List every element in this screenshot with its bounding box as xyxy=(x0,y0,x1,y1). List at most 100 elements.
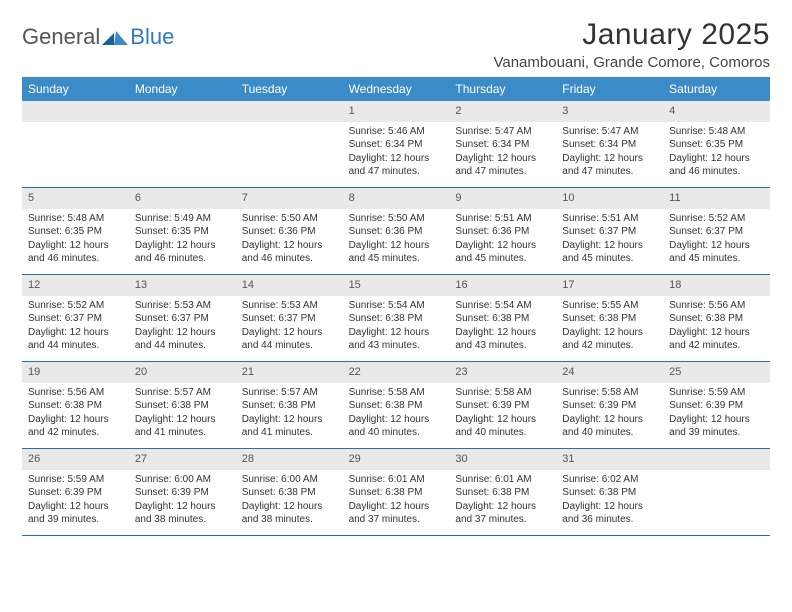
day-info-line: and 45 minutes. xyxy=(349,252,444,266)
day-info-line: and 43 minutes. xyxy=(349,339,444,353)
day-info-line: Sunset: 6:37 PM xyxy=(135,312,230,326)
day-info-line: Sunset: 6:37 PM xyxy=(669,225,764,239)
day-info-line: Sunrise: 6:00 AM xyxy=(135,473,230,487)
day-body: Sunrise: 5:55 AMSunset: 6:38 PMDaylight:… xyxy=(556,296,663,359)
day-info-line: and 44 minutes. xyxy=(135,339,230,353)
day-cell: 7Sunrise: 5:50 AMSunset: 6:36 PMDaylight… xyxy=(236,188,343,274)
day-info-line: Sunrise: 5:48 AM xyxy=(669,125,764,139)
day-info-line: Sunrise: 5:54 AM xyxy=(455,299,550,313)
day-body: Sunrise: 5:56 AMSunset: 6:38 PMDaylight:… xyxy=(22,383,129,446)
day-cell: 11Sunrise: 5:52 AMSunset: 6:37 PMDayligh… xyxy=(663,188,770,274)
day-info-line: Sunrise: 6:01 AM xyxy=(455,473,550,487)
day-info-line: Daylight: 12 hours xyxy=(242,239,337,253)
day-cell: 2Sunrise: 5:47 AMSunset: 6:34 PMDaylight… xyxy=(449,101,556,187)
day-info-line: and 46 minutes. xyxy=(669,165,764,179)
day-number: 7 xyxy=(236,188,343,209)
day-cell: 9Sunrise: 5:51 AMSunset: 6:36 PMDaylight… xyxy=(449,188,556,274)
day-info-line: Sunset: 6:38 PM xyxy=(242,399,337,413)
day-cell: 13Sunrise: 5:53 AMSunset: 6:37 PMDayligh… xyxy=(129,275,236,361)
day-info-line: Daylight: 12 hours xyxy=(455,413,550,427)
day-header-cell: Thursday xyxy=(449,77,556,101)
day-number: 21 xyxy=(236,362,343,383)
day-info-line: Daylight: 12 hours xyxy=(135,413,230,427)
day-number: 20 xyxy=(129,362,236,383)
day-number: 8 xyxy=(343,188,450,209)
day-info-line: Sunrise: 5:58 AM xyxy=(455,386,550,400)
day-number: 5 xyxy=(22,188,129,209)
day-info-line: Sunrise: 5:58 AM xyxy=(562,386,657,400)
day-number xyxy=(663,449,770,470)
day-info-line: Sunrise: 6:01 AM xyxy=(349,473,444,487)
day-body: Sunrise: 5:57 AMSunset: 6:38 PMDaylight:… xyxy=(129,383,236,446)
day-body: Sunrise: 5:56 AMSunset: 6:38 PMDaylight:… xyxy=(663,296,770,359)
day-cell: 19Sunrise: 5:56 AMSunset: 6:38 PMDayligh… xyxy=(22,362,129,448)
day-info-line: and 41 minutes. xyxy=(242,426,337,440)
day-info-line: Sunrise: 6:00 AM xyxy=(242,473,337,487)
day-number: 6 xyxy=(129,188,236,209)
day-info-line: Daylight: 12 hours xyxy=(242,413,337,427)
day-info-line: and 44 minutes. xyxy=(242,339,337,353)
day-info-line: Sunset: 6:39 PM xyxy=(135,486,230,500)
day-info-line: Daylight: 12 hours xyxy=(562,413,657,427)
day-header-cell: Wednesday xyxy=(343,77,450,101)
day-info-line: Daylight: 12 hours xyxy=(349,239,444,253)
day-info-line: Sunrise: 5:56 AM xyxy=(28,386,123,400)
day-body: Sunrise: 5:51 AMSunset: 6:36 PMDaylight:… xyxy=(449,209,556,272)
day-info-line: Sunrise: 5:51 AM xyxy=(562,212,657,226)
day-info-line: Sunset: 6:38 PM xyxy=(242,486,337,500)
day-info-line: Sunset: 6:38 PM xyxy=(562,312,657,326)
day-body: Sunrise: 5:52 AMSunset: 6:37 PMDaylight:… xyxy=(663,209,770,272)
day-info-line: and 45 minutes. xyxy=(562,252,657,266)
day-info-line: Sunset: 6:34 PM xyxy=(349,138,444,152)
day-info-line: and 38 minutes. xyxy=(135,513,230,527)
day-info-line: Sunset: 6:38 PM xyxy=(455,486,550,500)
day-body: Sunrise: 5:50 AMSunset: 6:36 PMDaylight:… xyxy=(343,209,450,272)
day-body xyxy=(129,122,236,178)
day-info-line: Sunrise: 5:59 AM xyxy=(669,386,764,400)
day-info-line: Sunset: 6:34 PM xyxy=(562,138,657,152)
day-info-line: and 37 minutes. xyxy=(349,513,444,527)
day-body: Sunrise: 5:57 AMSunset: 6:38 PMDaylight:… xyxy=(236,383,343,446)
day-cell: 23Sunrise: 5:58 AMSunset: 6:39 PMDayligh… xyxy=(449,362,556,448)
day-body: Sunrise: 5:50 AMSunset: 6:36 PMDaylight:… xyxy=(236,209,343,272)
day-info-line: and 37 minutes. xyxy=(455,513,550,527)
day-info-line: and 42 minutes. xyxy=(562,339,657,353)
day-number: 14 xyxy=(236,275,343,296)
day-body: Sunrise: 5:46 AMSunset: 6:34 PMDaylight:… xyxy=(343,122,450,185)
day-info-line: Sunrise: 5:46 AM xyxy=(349,125,444,139)
logo-text-blue: Blue xyxy=(130,24,174,50)
day-body: Sunrise: 5:58 AMSunset: 6:38 PMDaylight:… xyxy=(343,383,450,446)
day-body: Sunrise: 5:59 AMSunset: 6:39 PMDaylight:… xyxy=(22,470,129,533)
day-number: 30 xyxy=(449,449,556,470)
week-row: 5 Sunrise: 5:48 AMSunset: 6:35 PM Daylight… xyxy=(22,188,770,275)
day-body xyxy=(22,122,129,178)
day-cell: 22Sunrise: 5:58 AMSunset: 6:38 PMDayligh… xyxy=(343,362,450,448)
day-number: 27 xyxy=(129,449,236,470)
day-info-line: Daylight: 12 hours xyxy=(135,500,230,514)
day-info-line: and 47 minutes. xyxy=(349,165,444,179)
day-info-line: Sunset: 6:38 PM xyxy=(349,486,444,500)
day-number: 11 xyxy=(663,188,770,209)
day-info-line: Sunrise: 5:48 AM xyxy=(28,212,123,226)
day-cell: 5Sunrise: 5:48 AMSunset: 6:35 PMDaylight… xyxy=(22,188,129,274)
day-info-line: Sunset: 6:35 PM xyxy=(669,138,764,152)
day-info-line: and 40 minutes. xyxy=(349,426,444,440)
day-number: 10 xyxy=(556,188,663,209)
day-number: 13 xyxy=(129,275,236,296)
day-body: Sunrise: 6:00 AMSunset: 6:39 PMDaylight:… xyxy=(129,470,236,533)
day-info-line: Sunset: 6:38 PM xyxy=(28,399,123,413)
weeks-container: 1Sunrise: 5:46 AMSunset: 6:34 PMDaylight… xyxy=(22,101,770,536)
day-info-line: Daylight: 12 hours xyxy=(669,152,764,166)
day-cell: 24Sunrise: 5:58 AMSunset: 6:39 PMDayligh… xyxy=(556,362,663,448)
day-info-line: and 41 minutes. xyxy=(135,426,230,440)
day-info-line: Sunset: 6:35 PM xyxy=(28,225,123,239)
day-cell xyxy=(129,101,236,187)
day-header-row: SundayMondayTuesdayWednesdayThursdayFrid… xyxy=(22,77,770,101)
day-info-line: Sunrise: 5:50 AM xyxy=(242,212,337,226)
day-info-line: Sunrise: 5:58 AM xyxy=(349,386,444,400)
day-cell: 14Sunrise: 5:53 AMSunset: 6:37 PMDayligh… xyxy=(236,275,343,361)
week-row: 19Sunrise: 5:56 AMSunset: 6:38 PMDayligh… xyxy=(22,362,770,449)
day-info-line: Sunset: 6:34 PM xyxy=(455,138,550,152)
day-info-line: Sunset: 6:39 PM xyxy=(562,399,657,413)
day-cell: 25Sunrise: 5:59 AMSunset: 6:39 PMDayligh… xyxy=(663,362,770,448)
